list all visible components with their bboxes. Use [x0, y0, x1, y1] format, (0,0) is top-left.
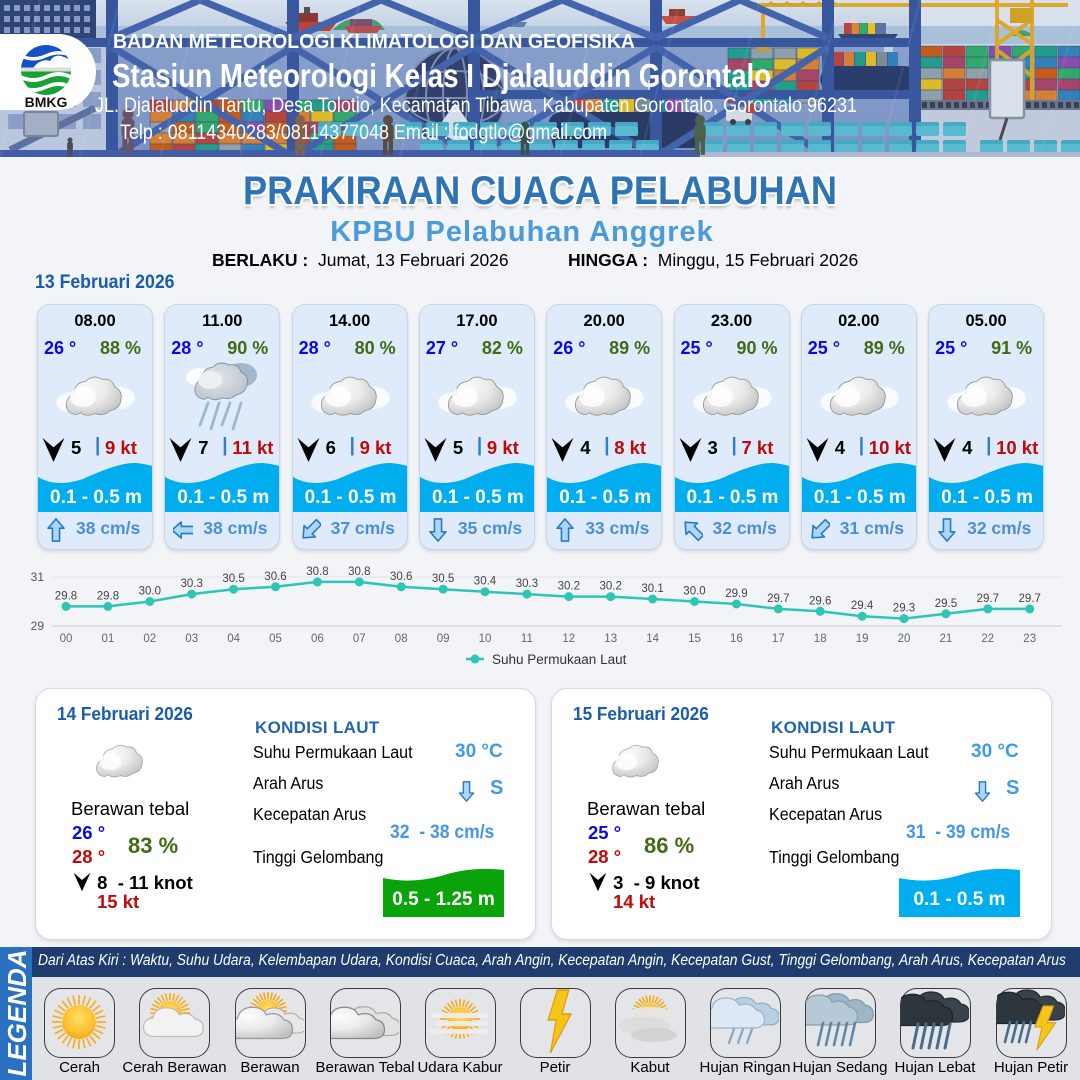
svg-text:29.6: 29.6: [809, 595, 831, 607]
svg-text:19: 19: [856, 633, 869, 645]
svg-text:30.3: 30.3: [516, 578, 538, 590]
svg-text:30.0: 30.0: [683, 586, 705, 598]
svg-text:29.3: 29.3: [893, 603, 915, 615]
svg-text:22: 22: [981, 633, 994, 645]
svg-text:08: 08: [395, 633, 408, 645]
svg-text:23: 23: [1023, 633, 1036, 645]
svg-text:21: 21: [940, 633, 953, 645]
svg-text:20: 20: [898, 633, 911, 645]
svg-text:29.7: 29.7: [767, 593, 789, 605]
svg-text:00: 00: [60, 633, 73, 645]
svg-text:29.7: 29.7: [977, 593, 999, 605]
svg-text:29.8: 29.8: [55, 590, 77, 602]
svg-text:30.5: 30.5: [222, 573, 244, 585]
svg-text:30.0: 30.0: [139, 586, 161, 598]
svg-text:11: 11: [521, 633, 533, 645]
svg-text:29.9: 29.9: [725, 588, 747, 600]
svg-text:29.4: 29.4: [851, 600, 874, 612]
svg-text:30.4: 30.4: [474, 576, 497, 588]
svg-text:BMKG: BMKG: [25, 94, 68, 110]
svg-text:30.8: 30.8: [348, 566, 370, 578]
svg-text:06: 06: [311, 633, 324, 645]
svg-text:30.6: 30.6: [264, 571, 286, 583]
svg-text:29.7: 29.7: [1019, 593, 1041, 605]
svg-text:Suhu Permukaan Laut: Suhu Permukaan Laut: [492, 652, 627, 667]
svg-text:01: 01: [102, 633, 115, 645]
svg-text:29: 29: [31, 619, 45, 633]
svg-text:10: 10: [479, 633, 492, 645]
svg-text:16: 16: [730, 633, 743, 645]
svg-text:07: 07: [353, 633, 366, 645]
svg-text:30.2: 30.2: [600, 581, 622, 593]
svg-text:29.5: 29.5: [935, 598, 957, 610]
svg-text:03: 03: [185, 633, 198, 645]
svg-text:30.2: 30.2: [558, 581, 580, 593]
svg-text:31: 31: [31, 570, 45, 584]
svg-text:30.1: 30.1: [641, 583, 663, 595]
svg-text:18: 18: [814, 633, 827, 645]
svg-text:09: 09: [437, 633, 450, 645]
svg-text:05: 05: [269, 633, 282, 645]
svg-text:30.8: 30.8: [306, 566, 328, 578]
svg-text:02: 02: [143, 633, 156, 645]
svg-text:04: 04: [227, 633, 240, 645]
svg-text:15: 15: [688, 633, 701, 645]
svg-text:29.8: 29.8: [97, 590, 119, 602]
svg-text:12: 12: [562, 633, 575, 645]
svg-text:17: 17: [772, 633, 785, 645]
svg-text:13: 13: [604, 633, 617, 645]
svg-text:30.5: 30.5: [432, 573, 454, 585]
svg-text:30.3: 30.3: [181, 578, 203, 590]
svg-text:14: 14: [646, 633, 659, 645]
svg-text:30.6: 30.6: [390, 571, 412, 583]
